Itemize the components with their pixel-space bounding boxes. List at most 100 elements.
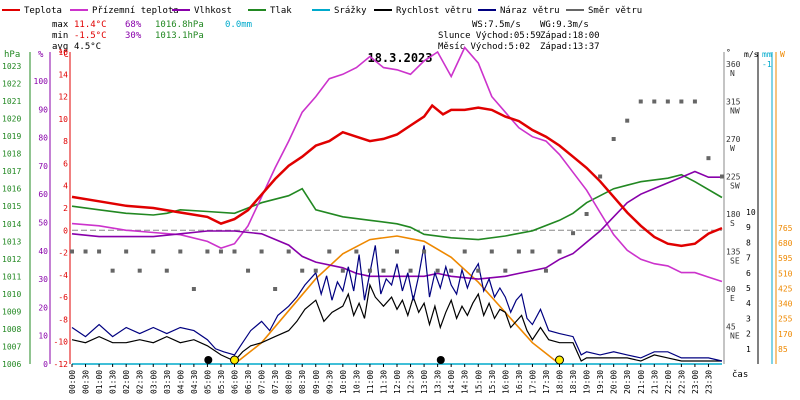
- x-tick-label: 22:30: [677, 370, 686, 394]
- axis-label-rain: mm: [762, 50, 772, 59]
- axis-label-wind: m/s: [744, 50, 759, 59]
- x-tick-label: 05:30: [217, 370, 226, 394]
- x-tick-label: 17:30: [542, 370, 551, 394]
- tick-hpa: 1012: [2, 255, 21, 264]
- wind-direction-dot: [246, 268, 251, 273]
- x-tick-label: 07:30: [271, 370, 280, 394]
- sunset-marker: [555, 355, 564, 365]
- tick-hpa: 1020: [2, 115, 21, 124]
- tick-wind: 8: [746, 238, 751, 247]
- tick-hpa: 1022: [2, 80, 21, 89]
- tick-wind: 9: [746, 223, 751, 232]
- stat-max-press: 1016.8hPa: [155, 20, 204, 30]
- x-tick-label: 15:30: [488, 370, 497, 394]
- tick-percent: 90: [38, 105, 48, 114]
- wind-direction-dot: [164, 268, 169, 273]
- stat-min-hum: 30%: [125, 31, 142, 41]
- x-tick-label: 21:00: [637, 370, 646, 394]
- wind-direction-dot: [706, 156, 711, 161]
- stat-max-rain: 0.0mm: [225, 20, 252, 30]
- tick-hpa: 1014: [2, 220, 21, 229]
- wind-direction-dot: [652, 99, 657, 104]
- legend-label: Tlak: [270, 6, 292, 16]
- wind-direction-dot: [395, 249, 399, 254]
- tick-hpa: 1021: [2, 97, 21, 106]
- legend-label: Rychlost větru: [396, 6, 472, 16]
- tick-direction-deg: 135: [726, 248, 741, 257]
- tick-solar: 765: [778, 224, 793, 233]
- tick-celsius: 4: [63, 182, 68, 191]
- wind-direction-dot: [70, 249, 74, 254]
- x-tick-label: 01:30: [109, 370, 118, 394]
- tick-rain: -1: [762, 60, 772, 69]
- tick-hpa: 1017: [2, 167, 21, 176]
- tick-celsius: 16: [58, 48, 68, 57]
- wind-direction-dot: [151, 249, 156, 254]
- x-tick-label: 05:00: [203, 370, 212, 394]
- tick-solar: 680: [778, 239, 793, 248]
- tick-direction-card: SE: [730, 257, 740, 266]
- legend-label: Vlhkost: [194, 6, 232, 16]
- x-tick-label: 19:30: [596, 370, 605, 394]
- wind-direction-dot: [611, 137, 616, 141]
- x-tick-label: 04:00: [176, 370, 185, 394]
- tick-direction-deg: 360: [726, 60, 741, 69]
- tick-solar: 425: [778, 284, 793, 293]
- wind-direction-dot: [327, 249, 332, 254]
- tick-wind: 6: [746, 269, 751, 278]
- stat-max-hum: 68%: [125, 20, 142, 30]
- wind-direction-dot: [110, 268, 115, 273]
- wind-direction-dot: [516, 249, 521, 254]
- wind-direction-dot: [286, 249, 291, 254]
- x-tick-label: 13:00: [420, 370, 429, 394]
- tick-hpa: 1018: [2, 150, 21, 159]
- x-tick-label: 18:00: [556, 370, 565, 394]
- tick-percent: 50: [38, 218, 48, 227]
- tick-wind: 2: [746, 330, 751, 339]
- tick-percent: 40: [38, 247, 48, 256]
- tick-celsius: 6: [63, 159, 68, 168]
- wind-direction-dot: [638, 99, 643, 104]
- tick-wind: 7: [746, 254, 751, 263]
- axes: hPa% °C1006100710081009101010111012101310…: [2, 48, 793, 369]
- x-tick-label: 16:00: [501, 370, 510, 394]
- stat-min-press: 1013.1hPa: [155, 31, 204, 41]
- wind-direction-dot: [218, 249, 223, 254]
- moonrise-marker: [204, 356, 213, 364]
- tick-percent: 0: [43, 360, 48, 369]
- wind-direction-dot: [462, 249, 467, 254]
- x-tick-label: 09:30: [325, 370, 334, 394]
- wind-direction-dot: [422, 249, 427, 254]
- x-tick-label: 10:30: [352, 370, 361, 394]
- tick-direction-card: W: [730, 144, 735, 153]
- tick-hpa: 1010: [2, 290, 21, 299]
- series-line-rychlost-vetru: [71, 282, 722, 362]
- tick-hpa: 1011: [2, 272, 21, 281]
- tick-solar: 510: [778, 269, 793, 278]
- moonset-marker: [436, 356, 445, 364]
- stat-moon: Měsíc Východ:5:02: [438, 42, 530, 52]
- x-axis-label: čas: [732, 369, 748, 380]
- x-tick-label: 08:30: [298, 370, 307, 394]
- x-tick-label: 07:00: [258, 370, 267, 394]
- x-tick-label: 21:30: [650, 370, 659, 394]
- tick-celsius: -2: [58, 249, 68, 258]
- tick-wind: 4: [746, 299, 751, 308]
- stat-ws: WS:7.5m/s: [472, 20, 521, 30]
- wind-direction-dot: [124, 249, 129, 254]
- tick-hpa: 1019: [2, 132, 21, 141]
- wind-direction-dot: [571, 231, 576, 236]
- x-tick-label: 10:00: [339, 370, 348, 394]
- wind-direction-dot: [408, 268, 413, 273]
- x-tick-label: 06:30: [244, 370, 253, 394]
- chart-title: 18.3.2023: [367, 51, 432, 65]
- tick-percent: 60: [38, 190, 48, 199]
- axis-label-direction: °: [726, 48, 731, 57]
- wind-direction-dot: [137, 268, 142, 273]
- wind-direction-dot: [83, 249, 88, 254]
- tick-hpa: 1008: [2, 325, 21, 334]
- tick-celsius: 0: [63, 226, 68, 235]
- tick-hpa: 1009: [2, 307, 21, 316]
- sunrise-marker: [230, 355, 239, 365]
